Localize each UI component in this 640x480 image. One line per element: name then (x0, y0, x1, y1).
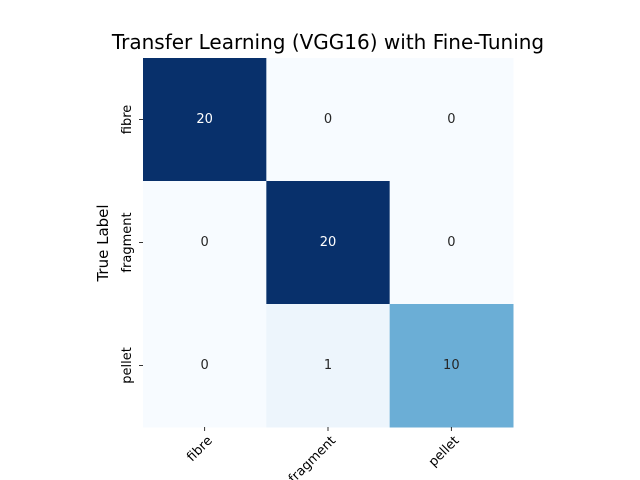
cell-value-label: 0 (447, 235, 455, 250)
heatmap-cell (143, 181, 267, 305)
heatmap-cell (266, 181, 391, 305)
heatmap-cells (143, 58, 514, 428)
chart-title: Transfer Learning (VGG16) with Fine-Tuni… (111, 30, 544, 54)
cell-value-label: 0 (447, 112, 455, 127)
cell-value-label: 0 (201, 235, 209, 250)
x-tick-label: pellet (426, 433, 462, 469)
cell-value-label: 20 (196, 112, 213, 127)
y-tick-label: fragment (120, 212, 135, 272)
heatmap-cell (389, 181, 514, 305)
y-tick-label: fibre (120, 105, 135, 135)
cell-value-label: 1 (324, 358, 332, 373)
heatmap-cell (143, 58, 267, 182)
heatmap-cell (266, 304, 391, 428)
x-tick-label: fragment (286, 433, 339, 480)
heatmap-cell (143, 304, 267, 428)
heatmap-cell (389, 58, 514, 182)
x-axis: fibre fragment pellet (184, 427, 462, 480)
cell-value-label: 0 (201, 358, 209, 373)
x-tick-label: fibre (184, 433, 215, 464)
heatmap-cell (389, 304, 514, 428)
y-axis-label: True Label (94, 204, 112, 282)
cell-value-label: 0 (324, 112, 332, 127)
heatmap-cell (266, 58, 391, 182)
y-tick-label: pellet (120, 347, 135, 384)
y-axis: fibre fragment pellet (120, 105, 143, 384)
cell-value-label: 10 (443, 358, 460, 373)
heatmap-cell-labels: 20 0 0 0 20 0 0 1 10 (196, 112, 459, 373)
cell-value-label: 20 (320, 235, 337, 250)
